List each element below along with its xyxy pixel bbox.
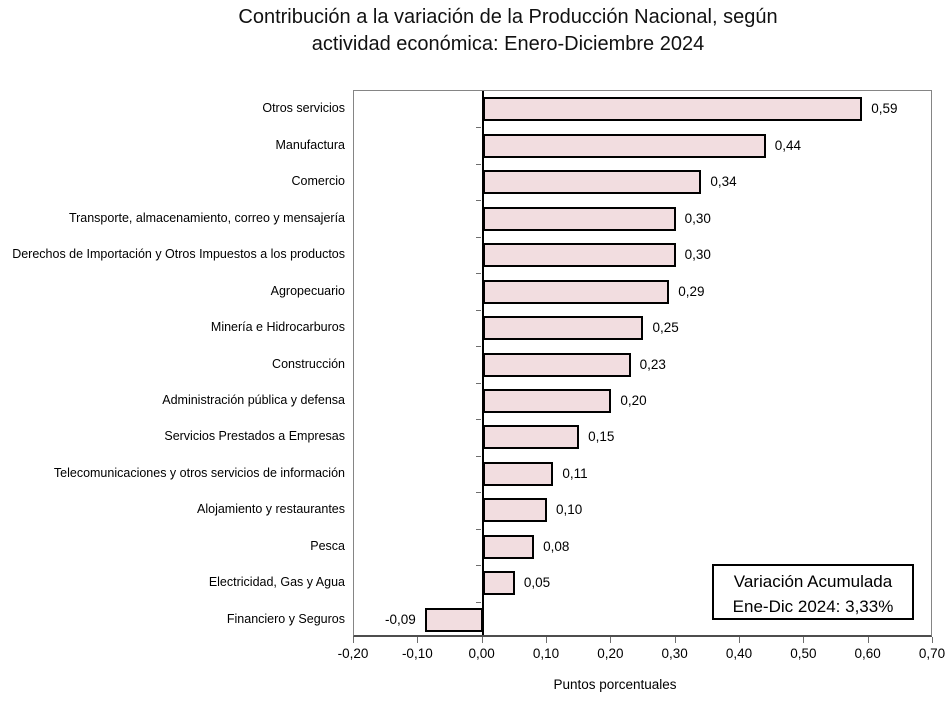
bar — [482, 170, 702, 195]
category-label: Telecomunicaciones y otros servicios de … — [53, 465, 345, 480]
category-axis-tick — [475, 529, 481, 530]
annotation-line1: Variación Acumulada — [733, 572, 893, 591]
category-axis-labels: Otros servicios Manufactura Comercio Transp… — [0, 90, 345, 637]
bar — [424, 607, 483, 632]
category-axis-tick — [475, 164, 481, 165]
bar-value-label: 0,10 — [556, 502, 583, 518]
category-axis-tick — [475, 456, 481, 457]
bar-value-label: 0,15 — [588, 429, 615, 445]
category-axis-tick — [475, 310, 481, 311]
bar-value-label: 0,05 — [523, 575, 551, 591]
x-tick-mark — [353, 637, 354, 643]
bar-value-label: 0,30 — [684, 247, 711, 263]
bar — [482, 316, 644, 341]
category-label: Derechos de Importación y Otros Impuesto… — [12, 247, 345, 262]
x-axis-label: Puntos porcentuales — [553, 677, 677, 692]
category-label: Servicios Prestados a Empresas — [164, 429, 345, 444]
bar — [482, 534, 535, 559]
bar — [482, 352, 631, 377]
category-axis-tick — [475, 346, 481, 347]
category-label: Minería e Hidrocarburos — [210, 320, 345, 335]
x-tick-label: -0,10 — [401, 646, 433, 661]
x-tick-label: 0,10 — [532, 646, 560, 661]
category-axis-tick — [475, 492, 481, 493]
x-tick-label: 0,20 — [597, 646, 624, 661]
x-tick-mark — [546, 637, 547, 643]
category-label: Administración pública y defensa — [162, 392, 345, 407]
category-axis-tick — [475, 273, 481, 274]
category-label: Pesca — [310, 538, 345, 553]
bar — [482, 388, 612, 413]
x-tick-label: 0,40 — [725, 646, 753, 661]
category-axis-tick — [475, 602, 481, 603]
category-axis-tick — [475, 237, 481, 238]
bar-value-label: 0,59 — [871, 101, 898, 117]
category-label: Construcción — [272, 356, 345, 371]
accumulated-variation-box: Variación Acumulada Ene-Dic 2024: 3,33% — [712, 564, 914, 620]
chart-title: Contribución a la variación de la Produc… — [64, 4, 952, 58]
bar-value-label: 0,20 — [620, 392, 647, 408]
bar-value-label: 0,44 — [774, 137, 801, 153]
x-tick-label: 0,00 — [468, 646, 495, 661]
bar — [482, 206, 676, 231]
chart-title-line2: actividad económica: Enero-Diciembre 202… — [311, 33, 705, 55]
bar-value-label: 0,25 — [652, 320, 679, 336]
category-axis-tick — [475, 419, 481, 420]
category-label: Alojamiento y restaurantes — [197, 502, 345, 517]
category-label: Comercio — [291, 174, 346, 189]
bar — [482, 133, 766, 158]
bar-value-label: 0,30 — [684, 210, 711, 226]
bar — [482, 279, 670, 304]
x-tick-label: 0,70 — [918, 646, 946, 661]
category-axis-tick — [475, 200, 481, 201]
x-tick-mark — [610, 637, 612, 643]
category-label: Otros servicios — [262, 101, 345, 116]
category-label: Transporte, almacenamiento, correo y men… — [68, 210, 345, 225]
category-label: Agropecuario — [270, 283, 345, 298]
bar — [482, 498, 547, 523]
x-tick-mark — [417, 637, 419, 643]
category-label: Financiero y Seguros — [226, 611, 345, 626]
bar — [482, 571, 515, 596]
category-label: Electricidad, Gas y Agua — [208, 575, 345, 590]
x-tick-mark — [739, 637, 740, 643]
bar-value-label: 0,11 — [562, 465, 588, 481]
category-axis-tick — [475, 565, 481, 566]
x-tick-mark — [674, 637, 676, 643]
x-tick-label: -0,20 — [337, 646, 369, 661]
bar-value-label: 0,23 — [639, 356, 666, 372]
category-label: Manufactura — [275, 137, 345, 152]
x-tick-label: 0,30 — [661, 646, 688, 661]
x-tick-label: 0,50 — [790, 646, 817, 661]
bar — [482, 243, 676, 268]
x-tick-mark — [481, 637, 483, 643]
bar-value-label: 0,08 — [543, 538, 570, 554]
x-tick-mark — [867, 637, 869, 643]
chart-title-line1: Contribución a la variación de la Produc… — [238, 6, 778, 28]
bar-value-label: 0,34 — [710, 174, 737, 190]
category-axis-tick — [475, 127, 481, 128]
x-tick-mark — [932, 637, 933, 643]
bar — [482, 425, 580, 450]
bar-value-label: -0,09 — [384, 611, 416, 627]
x-tick-mark — [803, 637, 805, 643]
x-tick-label: 0,60 — [854, 646, 881, 661]
bar-value-label: 0,29 — [678, 283, 705, 299]
annotation-line2: Ene-Dic 2024: 3,33% — [732, 597, 894, 616]
bar — [482, 461, 554, 486]
category-axis-tick — [475, 383, 481, 384]
bar — [482, 97, 863, 122]
plot-area: 0,59 0,44 0,34 0,30 0,30 0,29 0,25 0,23 0,20 0,15… — [353, 90, 932, 637]
